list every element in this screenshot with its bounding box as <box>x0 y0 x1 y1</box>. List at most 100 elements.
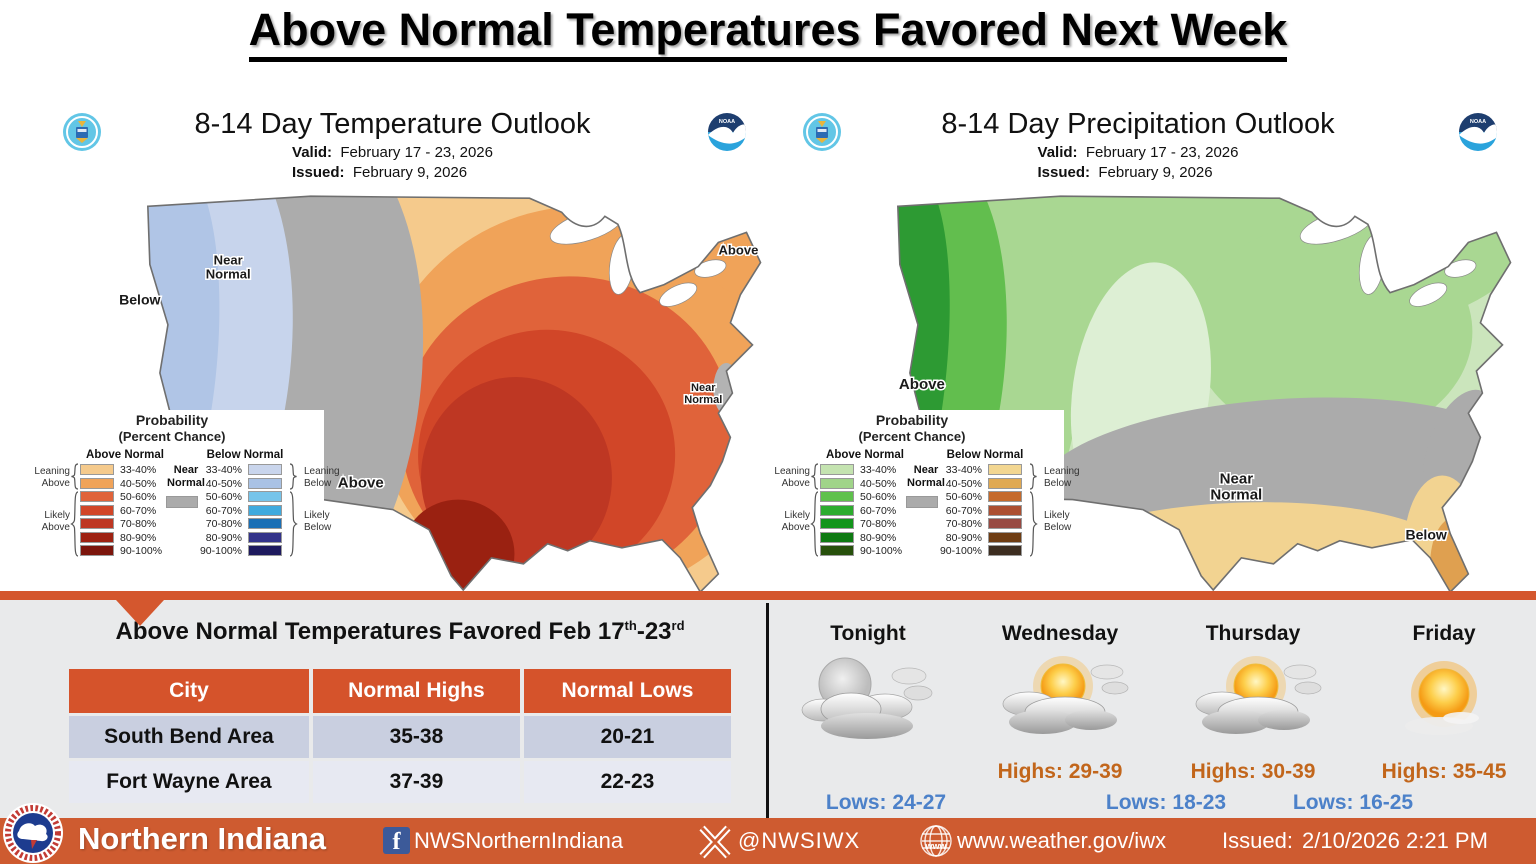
legend-above-swatch <box>80 531 114 543</box>
precipitation-map-dates: Valid: February 17 - 23, 2026 Issued: Fe… <box>1037 144 1239 181</box>
twitter-handle: @NWSIWX <box>738 828 861 853</box>
section-divider-bar <box>0 591 1536 600</box>
forecast-day-name: Friday <box>1412 622 1476 645</box>
forecast-lows: Lows: 18-23 <box>1105 791 1227 814</box>
legend-range-label: 40-50% <box>120 477 157 490</box>
legend-above-swatch <box>80 518 114 529</box>
legend-below-header: Below Normal <box>206 449 284 461</box>
map-region-label: Above <box>899 376 945 393</box>
legend-above-header: Above Normal <box>826 449 904 461</box>
legend-below-swatch <box>988 518 1022 529</box>
legend-likely-above-label: Likely Above <box>781 510 810 533</box>
legend-brace <box>71 463 79 490</box>
normals-table-row: South Bend Area 35-38 20-21 <box>69 716 731 758</box>
x-twitter-icon <box>698 825 732 864</box>
legend-below-header: Below Normal <box>946 449 1024 461</box>
legend-range-label: 70-80% <box>205 518 242 530</box>
cloudy-night-icon <box>788 652 948 752</box>
sun-clouds-icon <box>980 652 1140 752</box>
legend-range-label: 33-40% <box>860 464 897 476</box>
doc-seal-icon <box>62 112 102 157</box>
facebook-icon: f <box>383 827 410 855</box>
legend-below-swatch <box>248 491 282 502</box>
map-region-label: Near Normal <box>206 253 251 282</box>
legend-below-swatch <box>988 464 1022 475</box>
legend-title: Probability <box>875 412 949 428</box>
forecast-day-name: Tonight <box>830 622 906 645</box>
value-cell: 37-39 <box>312 761 520 803</box>
temperature-map-header: 8-14 Day Temperature Outlook Valid: Febr… <box>20 108 765 182</box>
mostly-sunny-icon <box>1364 652 1524 752</box>
legend-subtitle: (Percent Chance) <box>858 429 966 444</box>
legend-above-swatch <box>80 545 114 556</box>
legend-range-label: 50-60% <box>945 491 982 503</box>
legend-below-swatch <box>988 504 1022 516</box>
legend-above-swatch <box>80 504 114 516</box>
divider-pointer <box>116 600 164 626</box>
forecast-day-name: Thursday <box>1205 622 1301 645</box>
vertical-divider <box>766 603 769 818</box>
legend-below-swatch <box>988 531 1022 543</box>
temperature-outlook-panel: 8-14 Day Temperature Outlook Valid: Febr… <box>20 100 765 595</box>
forecast-highs: Highs: 29-39 <box>997 760 1123 783</box>
temperature-legend: Probability (Percent Chance) Above Normal B… <box>20 410 340 566</box>
website-url: www.weather.gov/iwx <box>957 828 1167 853</box>
facebook-handle: NWSNorthernIndiana <box>414 828 624 853</box>
globe-icon: www <box>918 823 954 864</box>
legend-range-label: 80-90% <box>120 531 157 544</box>
forecast-day-name: Wednesday <box>1001 622 1119 645</box>
legend-below-swatch <box>248 518 282 529</box>
forecast-strip: Tonight Wednesday Highs: 29-39 Thursday H… <box>768 600 1536 818</box>
legend-range-label: 50-60% <box>120 491 157 503</box>
normals-table: City Normal Highs Normal Lows South Bend A… <box>65 666 735 806</box>
legend-below-swatch <box>248 545 282 556</box>
issued-label: Issued: <box>1222 828 1293 853</box>
value-cell: 20-21 <box>523 716 731 758</box>
legend-brace <box>811 463 819 490</box>
legend-near-normal-swatch <box>906 496 938 508</box>
map-region-label: Above <box>719 242 759 257</box>
precipitation-map-title: 8-14 Day Precipitation Outlook <box>941 108 1335 140</box>
normals-table-row: Fort Wayne Area 37-39 22-23 <box>69 761 731 803</box>
legend-range-label: 60-70% <box>945 504 982 517</box>
legend-brace <box>1029 463 1037 490</box>
map-region-label: Below <box>1405 527 1446 543</box>
city-cell: Fort Wayne Area <box>69 761 309 803</box>
legend-likely-below-label: Likely Below <box>1044 510 1072 533</box>
city-cell: South Bend Area <box>69 716 309 758</box>
legend-below-swatch <box>248 531 282 543</box>
forecast-day-column: Friday <box>1364 622 1524 752</box>
noaa-logo-icon: NOAA <box>1458 112 1498 157</box>
legend-range-label: 50-60% <box>205 491 242 503</box>
map-region-label: Below <box>119 292 160 308</box>
normals-table-title: Above Normal Temperatures Favored Feb 17… <box>115 618 685 645</box>
forecast-highs: Highs: 30-39 <box>1190 760 1316 783</box>
legend-above-swatch <box>820 477 854 489</box>
legend-leaning-below-label: Leaning Below <box>1044 466 1080 489</box>
issued-timestamp: 2/10/2026 2:21 PM <box>1302 828 1488 853</box>
precipitation-legend: Probability (Percent Chance) Above Normal B… <box>760 410 1080 566</box>
footer-bar: Northern Indiana f NWSNorthernIndiana @N… <box>0 803 1536 864</box>
legend-range-label: 60-70% <box>860 504 897 517</box>
forecast-day-column: Thursday <box>1173 622 1333 752</box>
legend-range-label: 50-60% <box>860 491 897 503</box>
legend-range-label: 33-40% <box>945 464 982 476</box>
legend-likely-below-label: Likely Below <box>304 510 332 533</box>
legend-below-swatch <box>988 477 1022 489</box>
legend-range-label: 33-40% <box>120 464 157 476</box>
map-region-label: Near Normal <box>1210 470 1262 503</box>
precipitation-outlook-panel: 8-14 Day Precipitation Outlook Valid: Fe… <box>760 100 1516 595</box>
legend-brace <box>70 491 79 557</box>
map-region-label: Near Normal <box>684 382 722 406</box>
normals-table-header-row: City Normal Highs Normal Lows <box>69 669 731 713</box>
bottom-section: Above Normal Temperatures Favored Feb 17… <box>0 600 1536 818</box>
legend-range-label: 80-90% <box>860 531 897 544</box>
legend-range-label: 70-80% <box>120 518 157 530</box>
forecast-lows: Lows: 16-25 <box>1292 791 1414 814</box>
map-region-label: Above <box>338 475 384 492</box>
noaa-logo-icon: NOAA <box>707 112 747 157</box>
legend-above-swatch <box>820 464 854 475</box>
svg-text:www: www <box>924 841 947 851</box>
nws-logo-icon <box>2 802 64 864</box>
